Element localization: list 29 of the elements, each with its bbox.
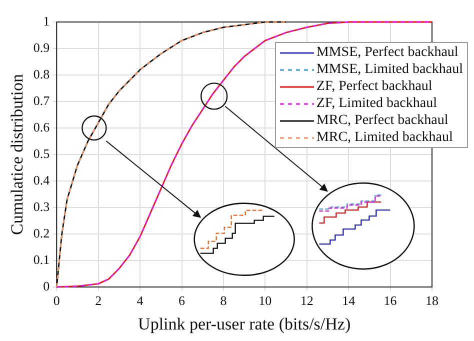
legend-label: MRC, Limited backhaul xyxy=(316,129,453,146)
x-axis-title: Uplink per-user rate (bits/s/Hz) xyxy=(138,314,351,334)
y-tick-label: 0.8 xyxy=(33,66,50,82)
x-tick-label: 10 xyxy=(258,293,272,308)
y-tick-label: 0 xyxy=(43,278,50,294)
y-axis-title: Cumulatice distribution xyxy=(8,74,27,236)
x-tick-label: 18 xyxy=(426,293,438,308)
legend-label: MRC, Perfect backhaul xyxy=(316,112,448,129)
y-tick-label: 1 xyxy=(43,13,50,28)
y-tick-label: 0.4 xyxy=(33,172,50,188)
x-tick-label: 6 xyxy=(178,293,186,308)
legend-label: MMSE, Limited backhaul xyxy=(316,61,463,78)
y-tick-label: 0.7 xyxy=(33,92,50,108)
y-tick-label: 0.9 xyxy=(33,40,50,55)
x-tick-label: 8 xyxy=(220,293,227,308)
x-tick-label: 2 xyxy=(95,293,102,308)
x-tick-label: 4 xyxy=(136,293,144,308)
legend-label: ZF, Limited backhaul xyxy=(316,95,437,112)
x-tick-label: 14 xyxy=(342,293,356,308)
y-tick-label: 0.2 xyxy=(33,225,50,240)
y-tick-label: 0.6 xyxy=(33,119,50,134)
x-tick-label: 0 xyxy=(53,293,60,308)
y-tick-label: 0.5 xyxy=(33,146,50,161)
x-tick-label: 16 xyxy=(384,293,398,308)
x-tick-label: 12 xyxy=(300,293,314,308)
y-tick-label: 0.1 xyxy=(33,252,50,267)
y-tick-label: 0.3 xyxy=(33,198,50,214)
legend-label: MMSE, Perfect backhaul xyxy=(316,44,458,61)
legend-label: ZF, Perfect backhaul xyxy=(316,78,432,95)
